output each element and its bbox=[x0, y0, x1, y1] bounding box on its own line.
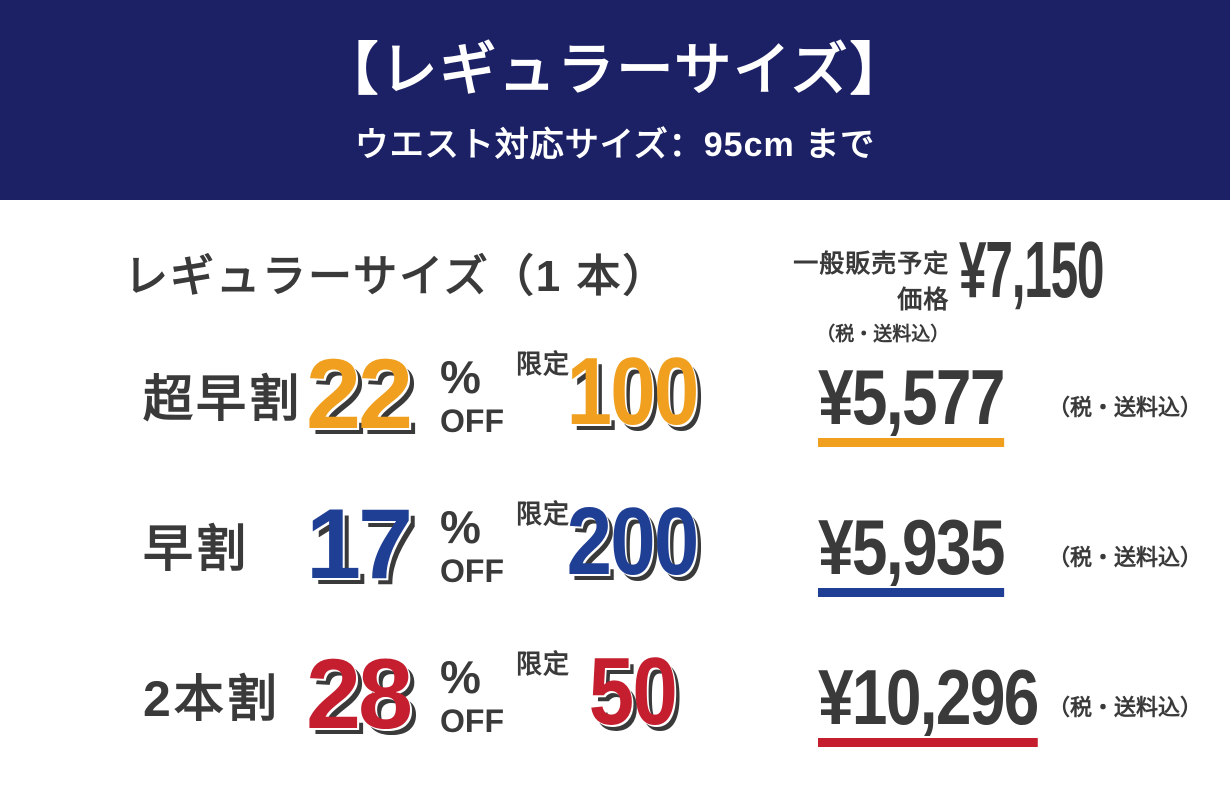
list-price-block: 一般販売予定価格 （税・送料込） ¥7,150 bbox=[772, 230, 1192, 346]
percent-sign: % bbox=[440, 351, 481, 403]
product-name: レギュラーサイズ（1 本） bbox=[124, 252, 669, 301]
percent-sign: % bbox=[440, 501, 481, 553]
limited-label: 限定 bbox=[516, 649, 571, 679]
header-band: 【レギュラーサイズ】 ウエスト対応サイズ：95cm まで bbox=[0, 0, 1230, 200]
offer-row-hayawari: 早割 17 % OFF 限定 200 ¥5,935 （税・送料込） bbox=[0, 488, 1230, 603]
list-price-labels: 一般販売予定価格 （税・送料込） bbox=[772, 244, 949, 346]
percent-sign: % bbox=[440, 651, 481, 703]
offer-tax-note: （税・送料込） bbox=[1048, 395, 1203, 420]
offer-price: ¥5,577 bbox=[818, 358, 1045, 447]
offer-price-value: ¥5,577 bbox=[818, 358, 1005, 447]
off-text: OFF bbox=[440, 403, 504, 439]
page-subtitle: ウエスト対応サイズ：95cm まで bbox=[354, 126, 876, 165]
off-text: OFF bbox=[440, 553, 504, 589]
limited-count-value: 100 bbox=[566, 338, 700, 445]
offer-price: ¥5,935 bbox=[818, 508, 1045, 597]
offer-percent-unit: % OFF bbox=[440, 354, 504, 437]
limited-count: 100 bbox=[540, 344, 725, 440]
limited-count-value: 50 bbox=[588, 638, 678, 745]
offer-row-cho-hayawari: 超早割 22 % OFF 限定 100 ¥5,577 （税・送料込） bbox=[0, 338, 1230, 453]
offer-price: ¥10,296 bbox=[818, 658, 1086, 747]
offer-label: 超早割 bbox=[143, 371, 302, 427]
list-price-tax-note: （税・送料込） bbox=[816, 324, 950, 345]
offer-percent-value: 17 bbox=[305, 488, 413, 599]
list-price-value: ¥7,150 bbox=[959, 225, 1105, 314]
off-text: OFF bbox=[440, 703, 504, 739]
limited-count: 50 bbox=[540, 644, 725, 740]
offer-tax-note: （税・送料込） bbox=[1048, 695, 1203, 720]
offer-percent-unit: % OFF bbox=[440, 504, 504, 587]
offer-price-value: ¥5,935 bbox=[818, 508, 1005, 597]
offer-tax-note: （税・送料込） bbox=[1048, 545, 1203, 570]
limited-label: 限定 bbox=[516, 349, 571, 379]
list-price-label: 一般販売予定価格 bbox=[793, 250, 950, 314]
page-title: 【レギュラーサイズ】 bbox=[321, 37, 909, 102]
limited-label: 限定 bbox=[516, 499, 571, 529]
offer-row-nihon-wari: 2本割 28 % OFF 限定 50 ¥10,296 （税・送料込） bbox=[0, 638, 1230, 753]
limited-count: 200 bbox=[540, 494, 725, 590]
limited-count-value: 200 bbox=[566, 488, 700, 595]
offer-label: 2本割 bbox=[143, 671, 280, 727]
offer-percent-value: 22 bbox=[305, 338, 413, 449]
offer-label: 早割 bbox=[143, 521, 249, 577]
offer-percent-value: 28 bbox=[305, 638, 413, 749]
offer-percent-unit: % OFF bbox=[440, 654, 504, 737]
offer-price-value: ¥10,296 bbox=[818, 658, 1039, 747]
